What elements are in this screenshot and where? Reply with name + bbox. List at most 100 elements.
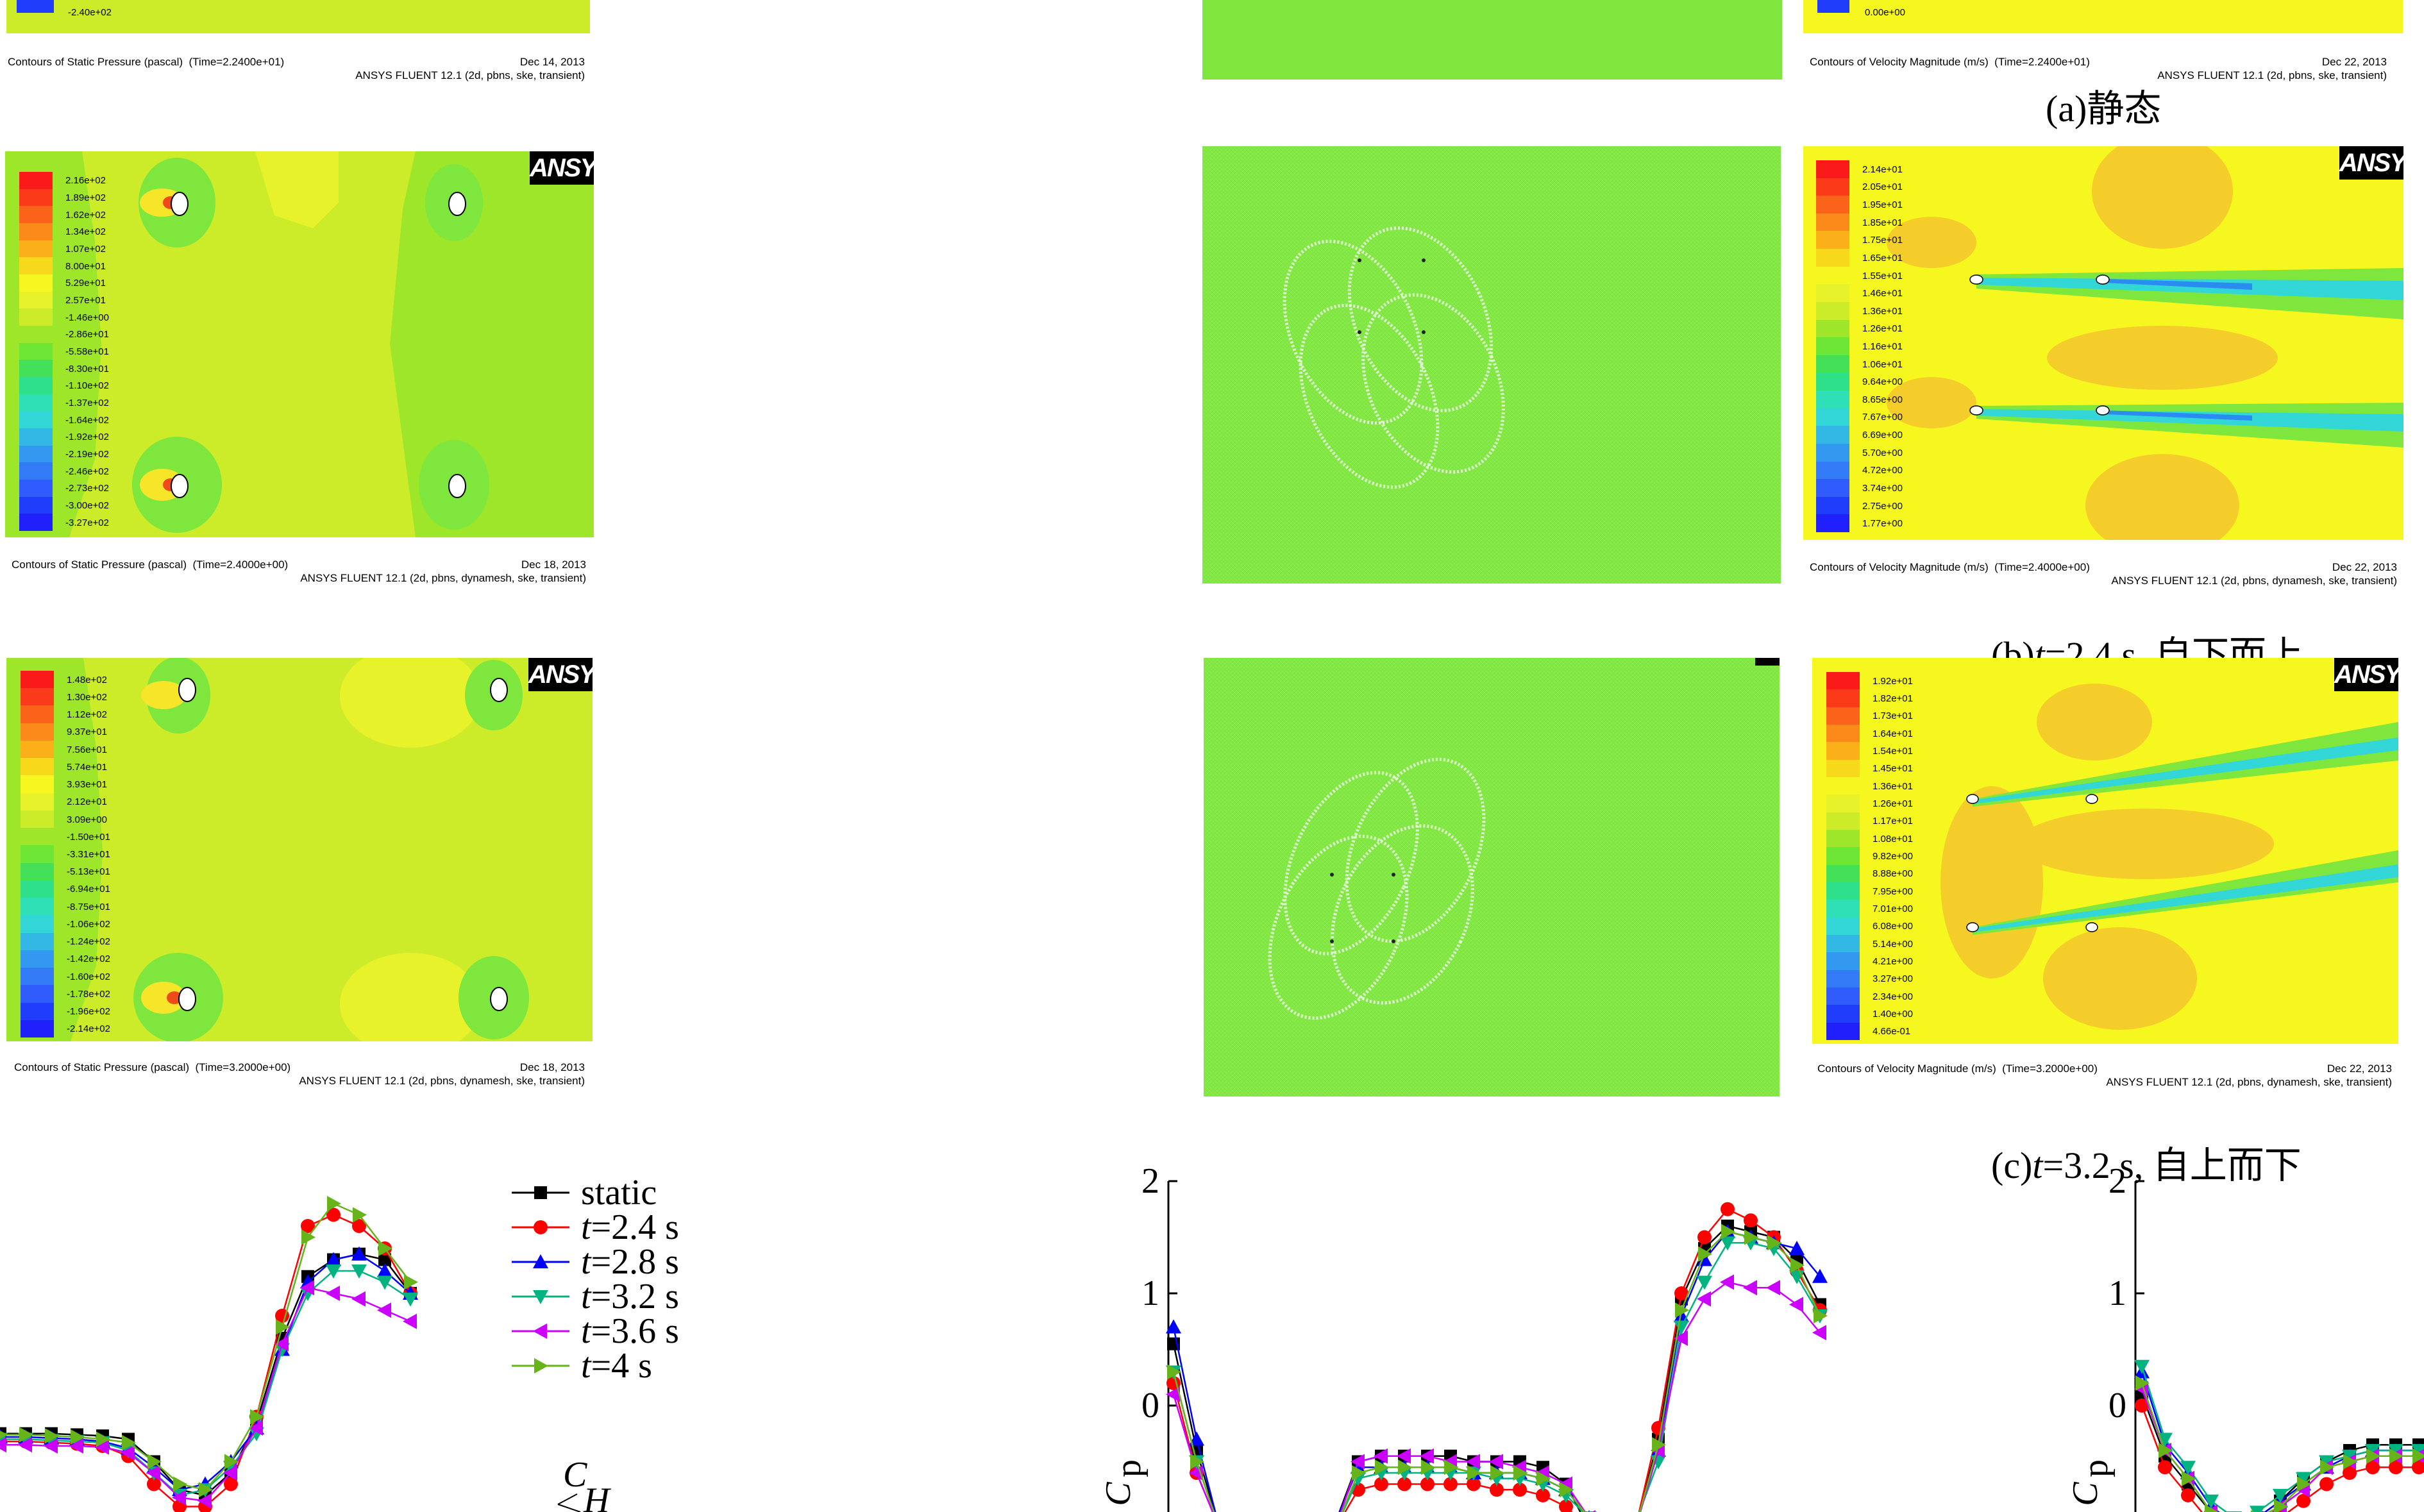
data-point	[121, 1445, 135, 1461]
data-point	[2134, 1359, 2150, 1374]
pressure-field-b	[5, 151, 594, 537]
data-point	[1420, 1448, 1434, 1464]
legend-label-text: =3.2 s	[591, 1277, 679, 1316]
colorbar-label: 1.62e+02	[65, 209, 106, 221]
colorbar-label: 3.93e+01	[67, 779, 107, 791]
data-point	[1766, 1280, 1780, 1296]
data-point	[2180, 1461, 2196, 1475]
data-point	[2366, 1448, 2380, 1464]
colorbar-label: 1.77e+00	[1862, 518, 1903, 530]
data-point	[18, 1437, 32, 1453]
data-point	[0, 1430, 8, 1440]
colorbar-swatch	[19, 223, 53, 241]
colorbar-swatch	[21, 828, 54, 846]
data-point	[351, 1291, 366, 1307]
colorbar-label: 4.72e+00	[1862, 465, 1903, 476]
colorbar-label: 2.34e+00	[1873, 991, 1913, 1002]
pressure-contour-static: -2.40e+02	[6, 0, 590, 33]
data-point	[378, 1241, 392, 1256]
caption-solver: ANSYS FLUENT 12.1 (2d, pbns, dynamesh, s…	[299, 1075, 585, 1087]
colorbar-label: 1.65e+01	[1862, 252, 1903, 264]
colorbar-label: 1.26e+01	[1862, 323, 1903, 335]
data-point	[1421, 1459, 1435, 1475]
colorbar-swatch	[21, 740, 54, 759]
y-tick-label: 1	[1141, 1273, 1159, 1313]
data-point	[2296, 1493, 2310, 1508]
colorbar-swatch	[1826, 812, 1860, 830]
colorbar-swatch	[1826, 1005, 1860, 1023]
colorbar-swatch	[1816, 231, 1849, 249]
colorbar-label: 2.75e+00	[1862, 500, 1903, 512]
velocity-caption-b: Contours of Velocity Magnitude (m/s) (Ti…	[1810, 560, 2397, 589]
legend-label: t=3.2 s	[581, 1277, 679, 1316]
colorbar-label: -5.58e+01	[65, 346, 109, 357]
pressure-colorbar-c: 1.48e+02 1.30e+02 1.12e+02 9.37e+01 7.56e+01…	[21, 671, 123, 1038]
data-point	[224, 1454, 239, 1470]
colorbar-swatch	[1816, 355, 1849, 373]
colorbar-swatch	[1816, 213, 1849, 231]
colorbar-label: 7.67e+00	[1862, 412, 1903, 423]
velocity-contour-c: ANSYS 1.92e+011.82e+011.73e+011.64e+011.…	[1812, 658, 2398, 1044]
data-point	[2157, 1432, 2173, 1447]
colorbar-swatch	[1816, 479, 1849, 498]
data-point	[276, 1319, 290, 1335]
colorbar-swatch	[21, 810, 54, 828]
colorbar-label: -6.94e+01	[67, 884, 110, 895]
data-point	[1352, 1465, 1366, 1481]
airfoil-diagram: CH	[557, 1455, 611, 1512]
data-point	[147, 1454, 162, 1470]
data-point	[173, 1476, 187, 1492]
legend-marker	[534, 1358, 548, 1373]
mesh-panel-static	[1202, 0, 1782, 80]
pressure-caption-b: Contours of Static Pressure (pascal) (Ti…	[12, 558, 586, 586]
legend-label-prefix: t	[581, 1311, 592, 1351]
colorbar-label: 1.36e+01	[1862, 305, 1903, 317]
mesh-panel-b	[1202, 146, 1781, 584]
colorbar-swatch	[21, 688, 54, 706]
legend-label-text: =2.8 s	[591, 1242, 679, 1282]
subcaption-prefix: (c)	[1991, 1145, 2033, 1186]
velocity-caption-c: Contours of Velocity Magnitude (m/s) (Ti…	[1817, 1062, 2392, 1090]
colorbar-label: -1.46e+00	[65, 312, 109, 323]
colorbar-swatch	[19, 189, 53, 206]
colorbar-label: -1.78e+02	[67, 988, 110, 1000]
colorbar-swatch	[1816, 461, 1849, 480]
pressure-contour-b: ANSYS 2.16e+02 1.89e+02 1.62e+02 1.34e+02 1.…	[5, 151, 594, 537]
data-point	[1559, 1499, 1573, 1512]
colorbar-swatch	[19, 308, 53, 326]
colorbar-label: 1.45e+01	[1873, 763, 1913, 775]
colorbar-label: -1.10e+02	[65, 380, 109, 392]
data-point	[1560, 1482, 1574, 1498]
colorbar-swatch	[1826, 830, 1860, 848]
data-point	[2389, 1460, 2403, 1475]
data-point	[378, 1253, 391, 1266]
colorbar-label: 1.92e+01	[1873, 675, 1913, 687]
caption-title: Contours of Velocity Magnitude (m/s) (Ti…	[1817, 1063, 2098, 1075]
data-point	[199, 1482, 213, 1498]
ansys-logo: ANSYS	[2339, 146, 2403, 180]
data-point	[1190, 1454, 1204, 1470]
data-point	[403, 1313, 417, 1329]
colorbar-swatch	[19, 274, 53, 292]
colorbar-swatch	[21, 758, 54, 776]
data-point	[69, 1438, 83, 1454]
data-point	[2182, 1470, 2196, 1486]
colorbar-label: 6.69e+00	[1862, 430, 1903, 441]
data-point	[1374, 1477, 1388, 1491]
colorbar-swatch	[1826, 1022, 1860, 1041]
cp-chart-3: 2 1 0 Cp	[2066, 1161, 2424, 1512]
colorbar-label: 1.85e+01	[1862, 217, 1903, 228]
colorbar-swatch	[19, 360, 53, 378]
colorbar-label: 2.16e+02	[65, 175, 106, 187]
colorbar-swatch	[1816, 266, 1849, 285]
data-point	[377, 1302, 391, 1318]
caption-date: Dec 22, 2013	[2332, 561, 2397, 573]
data-point	[2250, 1506, 2265, 1512]
colorbar-swatch	[1816, 319, 1849, 338]
data-point	[1698, 1246, 1712, 1262]
data-point	[1489, 1454, 1503, 1470]
colorbar-swatch	[1826, 672, 1860, 690]
colorbar-label: 9.82e+00	[1873, 851, 1913, 862]
data-point	[44, 1438, 58, 1454]
colorbar-swatch	[19, 206, 53, 224]
